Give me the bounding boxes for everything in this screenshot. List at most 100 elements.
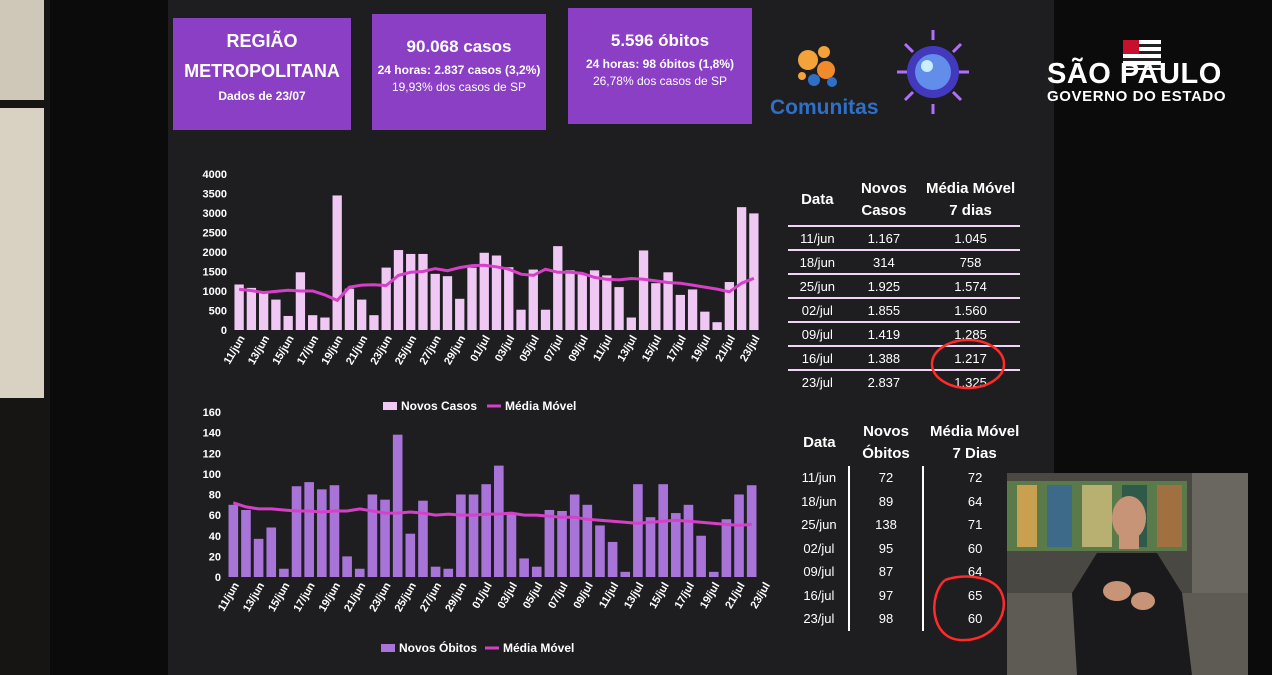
new-value-cell: 97 bbox=[848, 583, 925, 607]
bar bbox=[645, 517, 656, 577]
x-tick-label: 03/jul bbox=[496, 581, 520, 611]
date-cell: 18/jun bbox=[799, 254, 836, 270]
bar bbox=[479, 252, 489, 330]
bar bbox=[602, 275, 612, 330]
bar bbox=[241, 509, 251, 577]
table-row: 16/jul 97 65 bbox=[790, 583, 1026, 607]
bar bbox=[430, 566, 441, 577]
deaths-title: 5.596 óbitos bbox=[610, 31, 710, 50]
moving-average-cell: 1.325 bbox=[954, 374, 987, 390]
bar bbox=[357, 299, 367, 330]
moving-average-cell: 1.574 bbox=[954, 278, 987, 294]
table-row: 02/jul 95 60 bbox=[790, 536, 1026, 560]
y-tick-label: 0 bbox=[221, 325, 227, 337]
bar bbox=[577, 273, 587, 330]
deaths-table-header-new: Novos Óbitos bbox=[849, 420, 924, 466]
date-cell: 23/jul bbox=[801, 374, 833, 390]
comunitas-wordmark: Comunitas bbox=[770, 96, 879, 119]
bar bbox=[283, 315, 293, 330]
sao-paulo-flag-icon bbox=[1123, 40, 1161, 70]
y-tick-label: 2000 bbox=[203, 247, 227, 259]
deaths-chart: 02040608010012014016011/jun13/jun15/jun1… bbox=[203, 407, 773, 655]
y-tick-label: 60 bbox=[209, 510, 221, 522]
wall-picture bbox=[0, 108, 44, 398]
deaths-table-header-date: Data bbox=[803, 434, 836, 451]
bar bbox=[344, 288, 355, 330]
bar bbox=[528, 269, 538, 330]
deaths-share: 26,78% dos casos de SP bbox=[592, 74, 728, 88]
y-tick-label: 140 bbox=[203, 428, 221, 440]
x-tick-label: 25/jun bbox=[393, 580, 419, 614]
deaths-header-new-l1: Novos bbox=[863, 423, 909, 440]
x-tick-label: 13/jul bbox=[622, 581, 646, 611]
bar bbox=[589, 270, 600, 330]
new-value-cell: 1.388 bbox=[867, 350, 901, 366]
table-row: 02/jul 1.855 1.560 bbox=[788, 298, 1020, 322]
region-box: REGIÃO METROPOLITANA Dados de 23/07 bbox=[173, 18, 351, 130]
cases-table-header-avg: Média Móvel 7 dias bbox=[921, 174, 1020, 226]
cases-24h: 24 horas: 2.837 casos (3,2%) bbox=[377, 63, 541, 77]
new-value-cell: 1.925 bbox=[867, 278, 901, 294]
deaths-header-avg-l2: 7 Dias bbox=[952, 445, 997, 462]
bar bbox=[442, 276, 453, 330]
bar bbox=[663, 272, 673, 330]
table-row: 25/jun 138 71 bbox=[790, 513, 1026, 537]
deaths-table: Data Novos Óbitos Média Móvel 7 Dias 11/ju… bbox=[790, 420, 1026, 631]
y-tick-label: 4000 bbox=[203, 169, 227, 181]
bar bbox=[406, 253, 416, 330]
bar bbox=[405, 533, 416, 577]
cases-table-header-new: Novos Casos bbox=[847, 174, 921, 226]
new-value-cell: 98 bbox=[848, 607, 925, 631]
new-value-cell: 2.837 bbox=[867, 374, 901, 390]
cases-box: 90.068 casos 24 horas: 2.837 casos (3,2%… bbox=[372, 14, 546, 130]
x-tick-label: 29/jun bbox=[443, 580, 469, 614]
bar bbox=[418, 500, 428, 577]
x-tick-label: 23/jul bbox=[748, 581, 772, 611]
bar bbox=[734, 494, 744, 577]
bar bbox=[700, 311, 710, 330]
bar bbox=[494, 465, 504, 577]
bar bbox=[467, 267, 477, 330]
cases-header-avg-l1: Média Móvel bbox=[925, 179, 1016, 197]
bar bbox=[381, 267, 391, 330]
bar bbox=[565, 270, 575, 330]
bar bbox=[626, 317, 636, 330]
bar bbox=[481, 484, 491, 577]
region-line1: REGIÃO bbox=[226, 31, 298, 51]
bar bbox=[491, 255, 502, 330]
bar bbox=[651, 283, 661, 330]
bar bbox=[683, 504, 694, 577]
bar bbox=[708, 571, 719, 577]
region-line2: METROPOLITANA bbox=[184, 61, 340, 81]
bar bbox=[393, 250, 404, 330]
bar bbox=[607, 541, 618, 577]
x-tick-label: 01/jul bbox=[470, 581, 494, 611]
new-value-cell: 87 bbox=[848, 560, 925, 584]
bar bbox=[675, 294, 685, 330]
bar bbox=[736, 207, 747, 330]
moving-average-line bbox=[232, 501, 752, 527]
bar bbox=[468, 494, 479, 577]
legend-label-bars: Novos Óbitos bbox=[399, 640, 477, 655]
table-row: 18/jun 314 758 bbox=[788, 250, 1020, 274]
bar bbox=[317, 489, 327, 577]
sp-government-subtitle: GOVERNO DO ESTADO bbox=[1047, 88, 1227, 105]
bar bbox=[504, 267, 514, 330]
y-tick-label: 40 bbox=[209, 531, 221, 543]
table-row: 11/jun 1.167 1.045 bbox=[788, 226, 1020, 250]
new-value-cell: 72 bbox=[848, 466, 925, 490]
x-tick-label: 11/jul bbox=[597, 581, 621, 611]
date-cell: 16/jul bbox=[790, 583, 850, 607]
y-tick-label: 1000 bbox=[203, 286, 227, 298]
bar bbox=[620, 571, 631, 577]
moving-average-cell: 1.285 bbox=[954, 326, 987, 342]
bar bbox=[687, 289, 698, 330]
sign-language-interpreter-video bbox=[1007, 473, 1248, 675]
bar bbox=[430, 273, 440, 330]
bar bbox=[234, 284, 244, 330]
cases-chart: 0500100015002000250030003500400011/jun13… bbox=[203, 169, 763, 413]
bar bbox=[295, 272, 306, 330]
region-date: Dados de 23/07 bbox=[218, 89, 306, 103]
cases-table-header-date: Data bbox=[801, 190, 834, 208]
date-cell: 09/jul bbox=[801, 326, 833, 342]
